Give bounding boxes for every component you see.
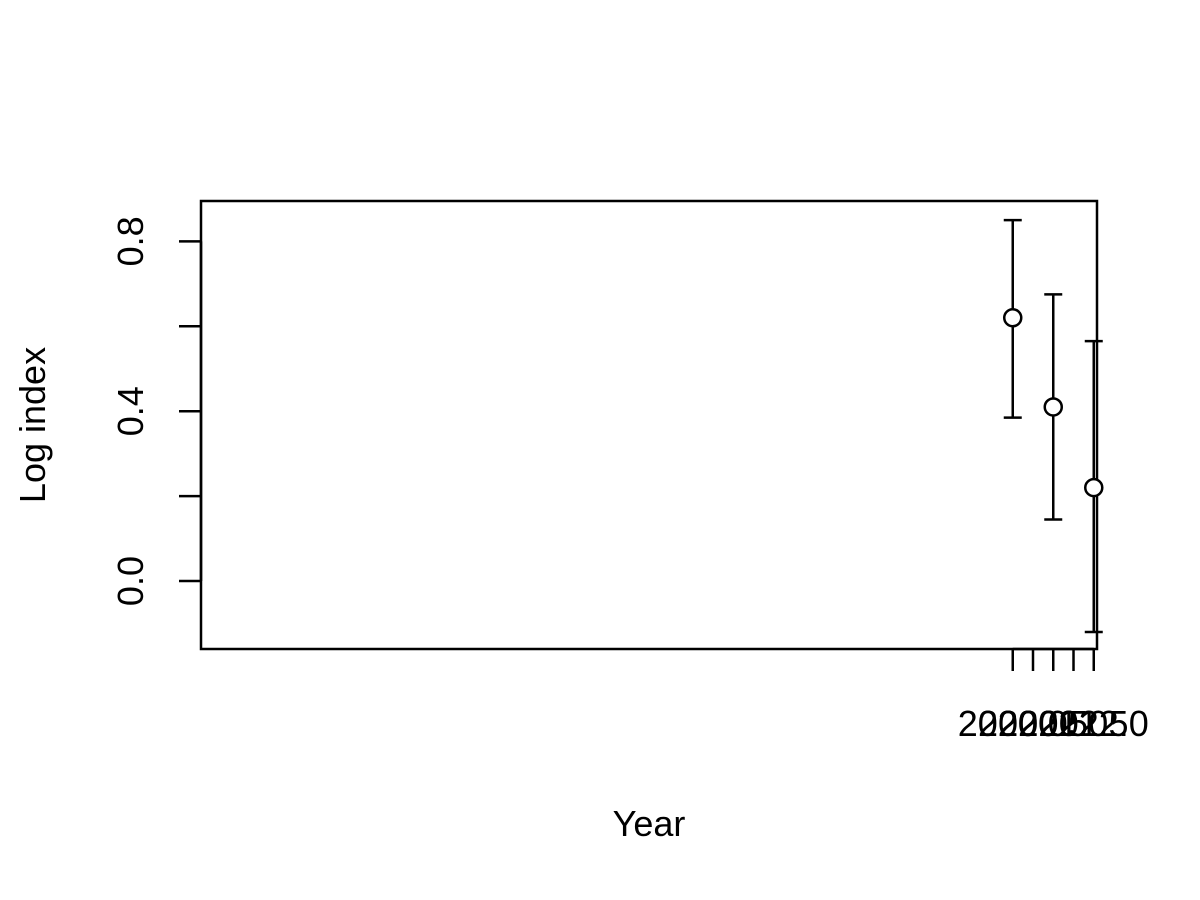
data-point [1002, 308, 1023, 328]
series [1002, 218, 1104, 634]
plot-frame [199, 199, 1099, 651]
y-tick-label: 0.8 [110, 216, 151, 266]
y-tick-label: 0.0 [110, 556, 151, 606]
x-tick-label: 2020.5 [978, 703, 1088, 744]
y-axis: 0.0 0.4 0.8 [110, 216, 203, 606]
x-tick-label: 2021.0 [998, 703, 1108, 744]
x-tick-label: 2020.0 [958, 703, 1068, 744]
data-point [1043, 397, 1064, 417]
x-tick-label: 2021.5 [1018, 703, 1128, 744]
x-tick-label: 2022.0 [1039, 703, 1149, 744]
y-axis-label: Log index [12, 347, 53, 503]
y-tick-label: 0.4 [110, 386, 151, 436]
x-axis-label: Year [613, 803, 686, 844]
data-point [1084, 477, 1104, 498]
